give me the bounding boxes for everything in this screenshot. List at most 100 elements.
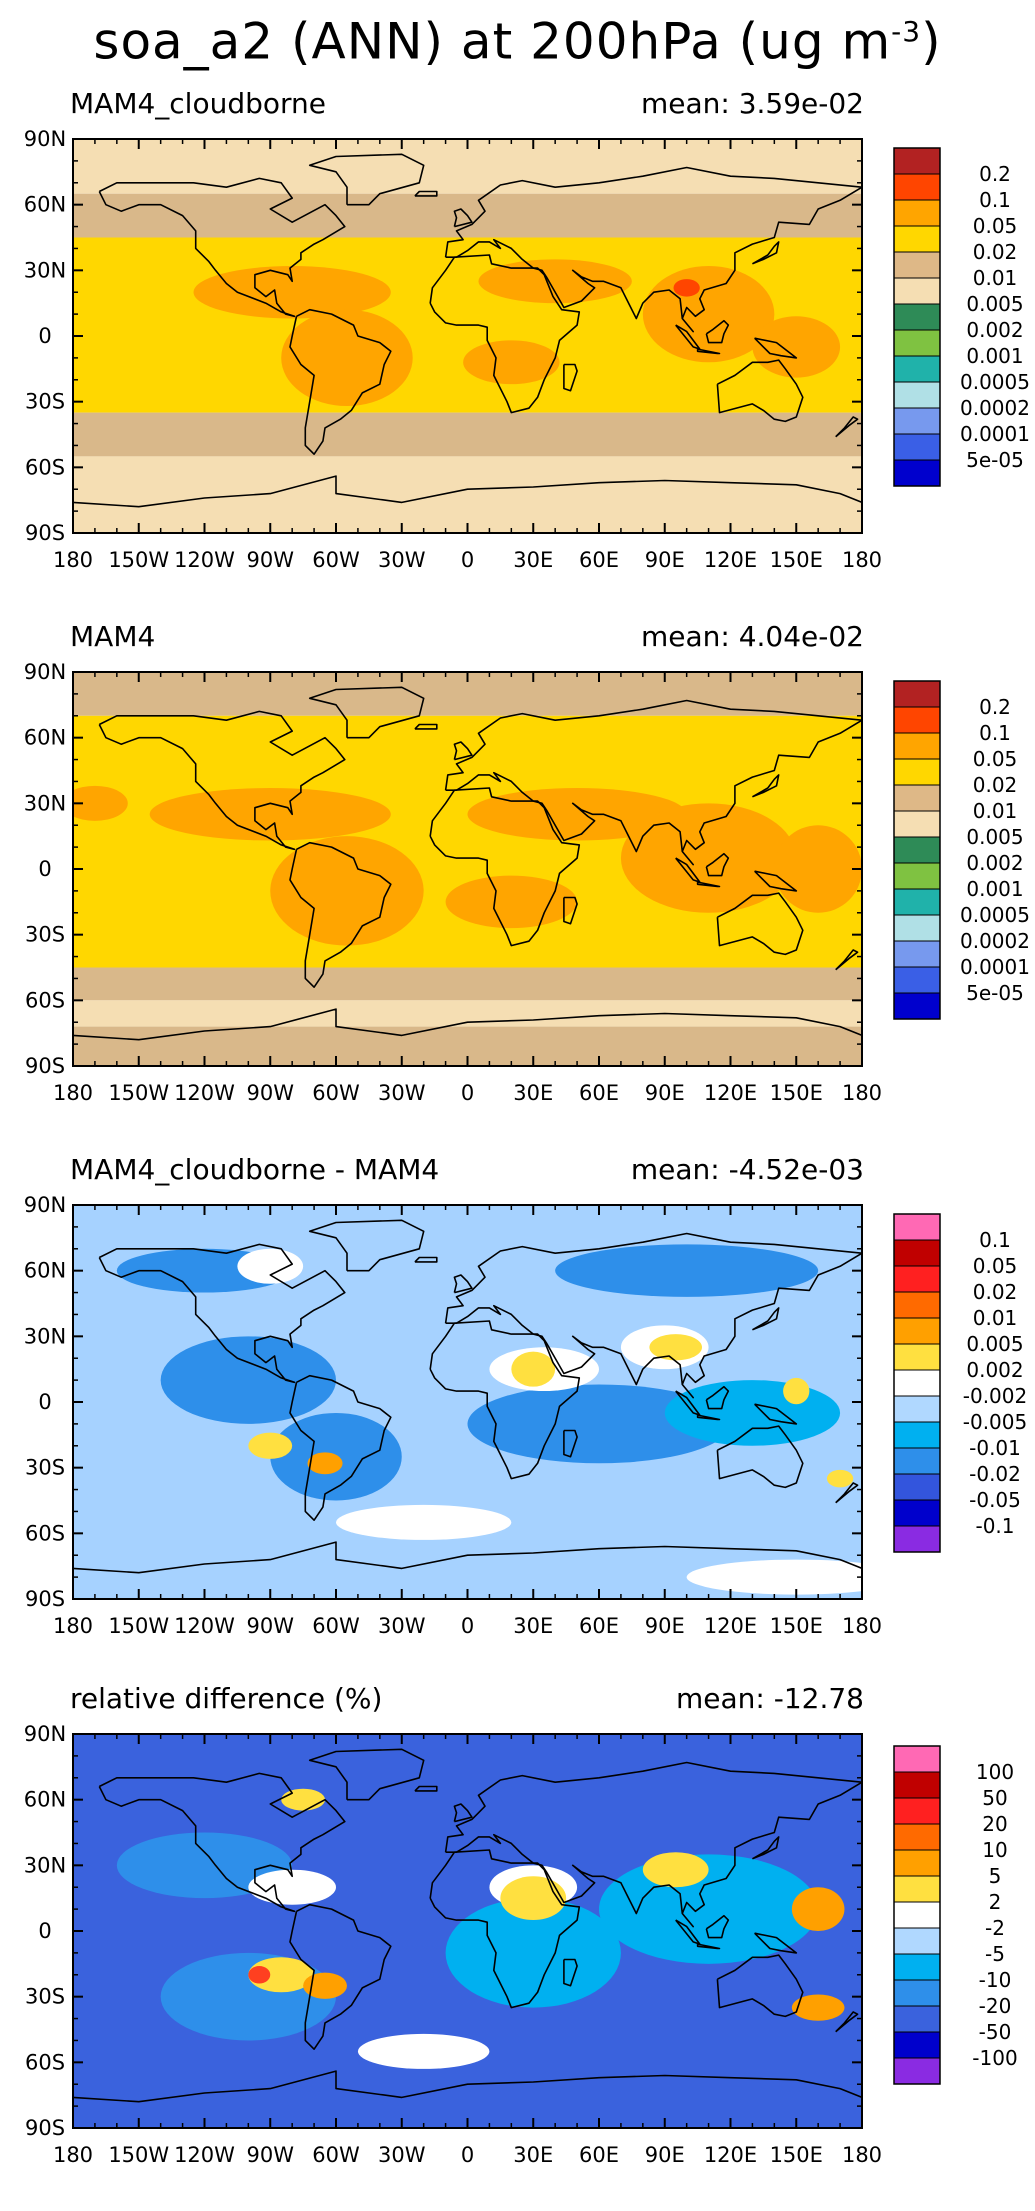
colorbar-label: 0.005 bbox=[966, 825, 1023, 849]
y-tick-label: 60S bbox=[25, 1521, 65, 1545]
colorbar-label: 0.001 bbox=[966, 344, 1023, 368]
field-region bbox=[511, 1351, 556, 1387]
colorbar-cell bbox=[893, 1291, 941, 1319]
panel-mam4-cloudborne: MAM4_cloudborne mean: 3.59e-02 180 150W 12… bbox=[0, 86, 1035, 616]
x-tick-label: 120E bbox=[704, 2143, 757, 2167]
colorbar-cell bbox=[893, 2005, 941, 2033]
field-band bbox=[73, 412, 862, 457]
field-region bbox=[281, 309, 413, 407]
map-field bbox=[73, 672, 862, 1066]
coastline bbox=[705, 852, 730, 877]
y-tick-label: 0 bbox=[38, 324, 51, 348]
colorbar: 0.20.10.050.020.010.0050.0020.0010.00050… bbox=[893, 147, 1030, 487]
x-tick-label: 30W bbox=[378, 1614, 426, 1638]
colorbar-label: -0.02 bbox=[969, 1462, 1021, 1486]
colorbar-cell bbox=[893, 303, 941, 331]
field-region bbox=[467, 1384, 731, 1464]
coastline bbox=[752, 1836, 780, 1860]
coastline bbox=[429, 787, 581, 947]
colorbar-cell bbox=[893, 381, 941, 409]
coastline bbox=[716, 1425, 804, 1489]
colorbar-cell bbox=[893, 2057, 941, 2085]
x-tick-label: 30W bbox=[378, 1081, 426, 1105]
panel-title: MAM4 bbox=[70, 620, 156, 653]
coastline bbox=[752, 1307, 780, 1331]
field-region bbox=[500, 1876, 567, 1921]
coastline bbox=[98, 710, 346, 851]
colorbar-label: 0.002 bbox=[966, 318, 1023, 342]
colorbar-cell bbox=[893, 1343, 941, 1371]
coastline bbox=[308, 686, 425, 739]
y-tick-label: 30N bbox=[24, 791, 66, 815]
colorbar-label: -5 bbox=[985, 1942, 1005, 1966]
x-tick-label: 150E bbox=[770, 2143, 823, 2167]
coastline bbox=[308, 153, 425, 206]
x-tick-label: 150E bbox=[770, 1614, 823, 1638]
x-tick-label: 30E bbox=[513, 548, 553, 572]
x-tick-label: 120E bbox=[704, 1614, 757, 1638]
y-tick-label: 60N bbox=[24, 1788, 66, 1812]
x-tick-label: 180 bbox=[842, 548, 882, 572]
colorbar-label: 0.1 bbox=[979, 188, 1011, 212]
field-region bbox=[673, 279, 700, 297]
x-tick-label: 60W bbox=[312, 1614, 360, 1638]
panel-mean: mean: 4.04e-02 bbox=[640, 620, 864, 653]
coastline bbox=[414, 723, 438, 730]
colorbar: 0.10.050.020.010.0050.002-0.002-0.005-0.… bbox=[893, 1213, 1027, 1553]
x-tick-label: 150W bbox=[108, 2143, 169, 2167]
coastline bbox=[754, 870, 798, 892]
x-tick-label: 90E bbox=[645, 1614, 685, 1638]
coastline bbox=[73, 1541, 862, 1574]
colorbar-cell bbox=[893, 1771, 941, 1799]
x-tick-label: 120E bbox=[704, 548, 757, 572]
colorbar-cell bbox=[893, 1525, 941, 1553]
y-tick-label: 30S bbox=[25, 390, 65, 414]
colorbar-cell bbox=[893, 862, 941, 890]
coastline bbox=[716, 1954, 804, 2018]
coastline bbox=[696, 1943, 721, 1950]
panel-mean: mean: -4.52e-03 bbox=[630, 1153, 864, 1186]
colorbar-label: 5e-05 bbox=[966, 448, 1024, 472]
colorbar-cell bbox=[893, 706, 941, 734]
x-tick-label: 150W bbox=[108, 548, 169, 572]
colorbar-cell bbox=[893, 355, 941, 383]
colorbar-cell bbox=[893, 1953, 941, 1981]
y-tick-label: 60N bbox=[24, 726, 66, 750]
field-region bbox=[752, 316, 841, 378]
colorbar-cell bbox=[893, 888, 941, 916]
coastline bbox=[73, 1008, 862, 1041]
colorbar-cell bbox=[893, 992, 941, 1020]
colorbar-label: 0.002 bbox=[966, 851, 1023, 875]
coastline bbox=[752, 774, 780, 798]
x-tick-label: 120W bbox=[174, 1081, 235, 1105]
colorbar-label: 50 bbox=[982, 1786, 1007, 1810]
x-tick-label: 60W bbox=[312, 1081, 360, 1105]
x-tick-label: 180 bbox=[842, 1614, 882, 1638]
colorbar-label: 0.0002 bbox=[960, 929, 1030, 953]
x-tick-label: 30E bbox=[513, 2143, 553, 2167]
colorbar-label: 0.1 bbox=[979, 721, 1011, 745]
colorbar-cell bbox=[893, 1369, 941, 1397]
panel-mean: mean: -12.78 bbox=[675, 1682, 864, 1715]
colorbar-label: 0.05 bbox=[973, 1254, 1018, 1278]
coastline bbox=[705, 319, 730, 344]
y-tick-label: 30S bbox=[25, 923, 65, 947]
colorbar-cell bbox=[893, 1473, 941, 1501]
colorbar-cell bbox=[893, 1213, 941, 1241]
field-region bbox=[336, 1504, 512, 1540]
colorbar-label: -2 bbox=[985, 1916, 1005, 1940]
y-tick-label: 60N bbox=[24, 193, 66, 217]
coastline bbox=[98, 1243, 346, 1384]
x-tick-label: 60E bbox=[579, 548, 619, 572]
colorbar-label: 0.1 bbox=[979, 1228, 1011, 1252]
colorbar-cell bbox=[893, 1265, 941, 1293]
y-tick-label: 90S bbox=[25, 2116, 65, 2140]
field-region bbox=[445, 1898, 621, 2008]
colorbar-cell bbox=[893, 836, 941, 864]
colorbar-label: 2 bbox=[989, 1890, 1002, 1914]
colorbar-label: 0.05 bbox=[973, 747, 1018, 771]
colorbar-cell bbox=[893, 1979, 941, 2007]
colorbar-cell bbox=[893, 914, 941, 942]
y-tick-label: 90N bbox=[24, 127, 66, 151]
